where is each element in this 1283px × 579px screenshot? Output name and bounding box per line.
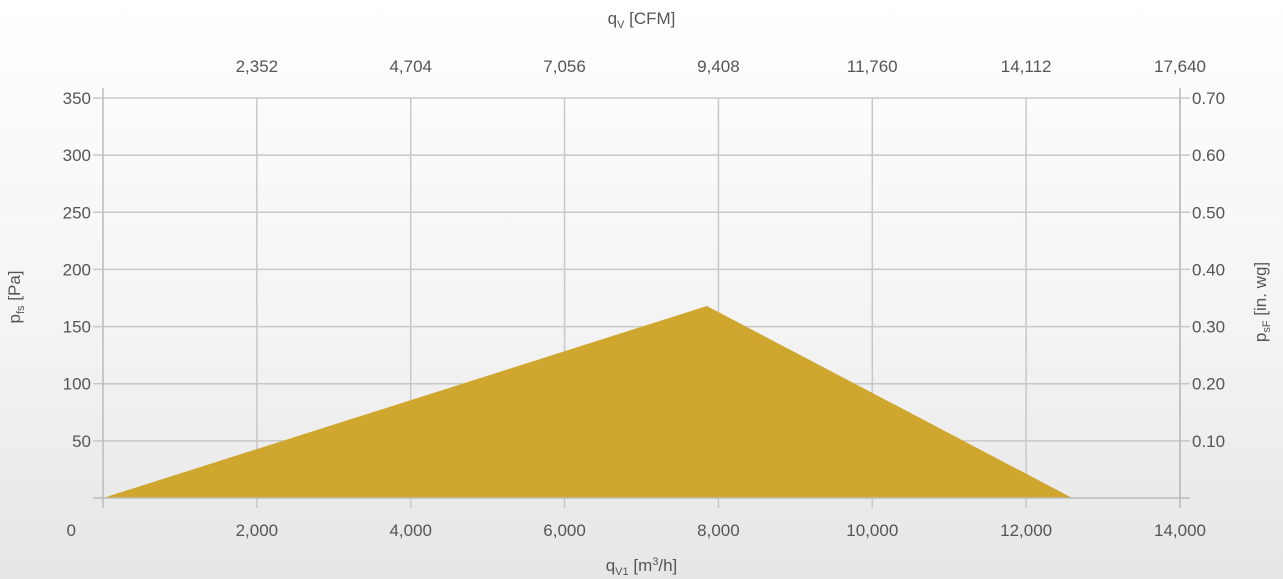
- y-right-tick-label: 0.30: [1192, 318, 1225, 337]
- y-axis-left-title: pfs [Pa]: [5, 271, 27, 324]
- x-top-tick-label: 7,056: [543, 57, 586, 76]
- x-top-tick-label: 4,704: [389, 57, 432, 76]
- y-axis-right-title-main: p: [1251, 333, 1270, 342]
- y-axis-left-title-main: p: [5, 314, 24, 323]
- x-axis-top-title-sub: V: [617, 19, 625, 31]
- x-top-tick-label: 14,112: [1001, 57, 1052, 76]
- y-right-tick-label: 0.60: [1192, 146, 1225, 165]
- x-axis-top-title-rest: [CFM]: [624, 9, 675, 28]
- x-bottom-tick-label: 10,000: [846, 521, 898, 540]
- y-right-tick-label: 0.50: [1192, 203, 1225, 222]
- y-axis-left-title-sub: fs: [15, 305, 27, 314]
- x-top-tick-label: 9,408: [697, 57, 740, 76]
- y-axis-right-title-sub: sF: [1261, 320, 1273, 333]
- x-bottom-tick-label: 12,000: [1000, 521, 1052, 540]
- x-axis-top-title-main: q: [608, 9, 617, 28]
- series-area: [103, 306, 1073, 498]
- x-bottom-tick-label: 8,000: [697, 521, 740, 540]
- series-area-polygon-0: [103, 306, 1073, 498]
- x-axis-bottom-title-sub: V1: [615, 566, 628, 578]
- x-axis-top-title: qV [CFM]: [608, 9, 676, 31]
- y-right-tick-label: 0.40: [1192, 260, 1225, 279]
- y-right-tick-label: 0.10: [1192, 432, 1225, 451]
- x-bottom-tick-label: 2,000: [236, 521, 279, 540]
- x-bottom-tick-label: 14,000: [1154, 521, 1206, 540]
- x-axis-bottom-title-main: q: [606, 556, 615, 575]
- y-right-tick-label: 0.70: [1192, 89, 1225, 108]
- y-left-tick-label: 300: [63, 146, 91, 165]
- x-bottom-tick-label: 6,000: [543, 521, 586, 540]
- y-left-tick-label: 150: [63, 318, 91, 337]
- y-left-tick-label: 100: [63, 375, 91, 394]
- y-axis-right-title: psF [in. wg]: [1251, 262, 1273, 342]
- y-right-tick-label: 0.20: [1192, 375, 1225, 394]
- x-axis-bottom-title-sup: 3: [652, 556, 658, 568]
- x-top-tick-label: 2,352: [236, 57, 279, 76]
- y-axis-right-title-rest: [in. wg]: [1251, 262, 1270, 321]
- x-top-tick-label: 17,640: [1154, 57, 1206, 76]
- y-left-origin-label: 0: [67, 521, 76, 540]
- x-bottom-tick-label: 4,000: [389, 521, 432, 540]
- y-left-tick-label: 250: [63, 203, 91, 222]
- grid-lines: [93, 97, 1190, 508]
- tick-labels: 2,000 4,000 6,000 8,000 10,000 12,000 14,000 2,…: [63, 57, 1225, 540]
- x-axis-bottom-title: qV1 [m3/h]: [606, 556, 678, 578]
- axes: [93, 88, 1190, 508]
- x-axis-bottom-title-rest1: [m: [629, 556, 653, 575]
- y-left-tick-label: 50: [72, 432, 91, 451]
- x-top-tick-label: 11,760: [847, 57, 898, 76]
- y-left-tick-label: 200: [63, 260, 91, 279]
- y-axis-left-title-rest: [Pa]: [5, 271, 24, 306]
- y-left-tick-label: 350: [63, 89, 91, 108]
- x-axis-bottom-title-rest2: /h]: [658, 556, 677, 575]
